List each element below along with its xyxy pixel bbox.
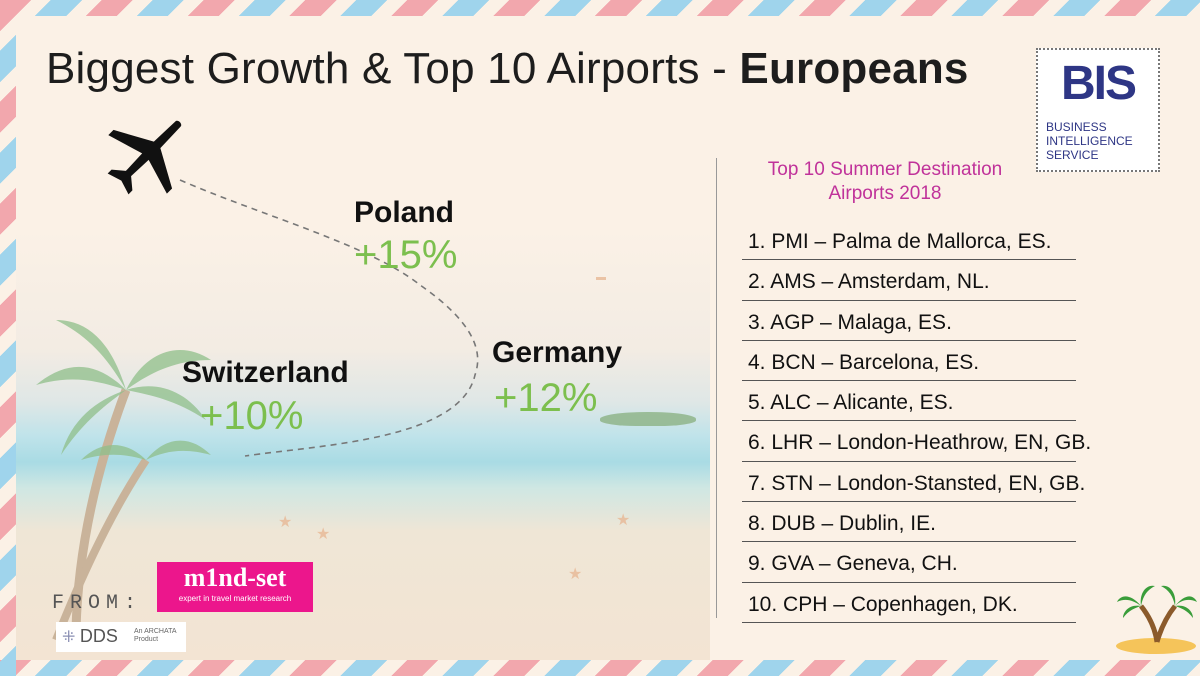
list-item: 3. AGP – Malaga, ES. [742,301,1076,341]
list-title-line1: Top 10 Summer Destination [767,159,1003,180]
flight-route-line [179,179,479,457]
dds-name: DDS [79,626,118,646]
country-growth: +12% [494,376,598,420]
airmail-border-top [0,0,1200,16]
dds-subtitle: An ARCHATA Product [134,628,177,643]
dds-logo: ⁜ DDS An ARCHATA Product [56,622,186,652]
starfish-icon: ★ [278,514,293,531]
title-main: Biggest Growth & Top 10 Airports - [46,44,740,93]
bis-logo-text: BUSINESS INTELLIGENCE SERVICE [1046,120,1133,162]
from-label: FROM: [52,592,143,615]
beach-background [16,230,710,660]
list-item: 6. LHR – London-Heathrow, EN, GB. [742,421,1091,462]
list-item: 7. STN – London-Stansted, EN, GB. [742,462,1085,503]
palm-island-icon [1116,585,1197,654]
mindset-name: m1nd-set [183,563,287,592]
airport-rank-list: 1. PMI – Palma de Mallorca, ES. 2. AMS –… [742,220,1091,623]
page-title: Biggest Growth & Top 10 Airports - Europ… [46,44,969,94]
starfish-icon: ★ [616,512,631,529]
airmail-border-bottom [0,660,1200,676]
title-bold: Europeans [739,44,969,93]
bis-line3: SERVICE [1046,148,1099,162]
list-item: 2. AMS – Amsterdam, NL. [742,260,1076,301]
dds-grid-icon: ⁜ [62,629,76,646]
list-item: 1. PMI – Palma de Mallorca, ES. [742,220,1076,261]
bis-logo-mark: BIS [1060,57,1137,110]
list-item: 10. CPH – Copenhagen, DK. [742,583,1076,623]
list-item: 5. ALC – Alicante, ES. [742,381,1076,422]
country-growth: +10% [200,394,304,438]
country-name: Germany [492,336,623,369]
list-item: 8. DUB – Dublin, IE. [742,502,1076,543]
starfish-icon: ▬ [596,272,606,283]
list-item: 4. BCN – Barcelona, ES. [742,341,1076,382]
airmail-border-left [0,0,16,676]
distant-island [600,412,696,426]
mindset-logo: m1nd-set expert in travel market researc… [157,562,313,612]
mindset-tagline: expert in travel market research [178,594,292,603]
country-name: Poland [354,196,455,229]
list-item: 9. GVA – Geneva, CH. [742,542,1076,583]
bis-line1: BUSINESS [1046,120,1107,134]
starfish-icon: ★ [568,566,583,583]
bis-logo: BIS BUSINESS INTELLIGENCE SERVICE [1036,48,1160,172]
bis-line2: INTELLIGENCE [1046,134,1133,148]
list-title-line2: Airports 2018 [828,183,942,204]
airplane-icon [107,120,182,195]
vertical-divider [716,158,717,618]
country-name: Switzerland [182,356,349,389]
starfish-icon: ★ [316,526,331,543]
country-growth: +15% [354,233,458,277]
list-title: Top 10 Summer Destination Airports 2018 [740,158,1030,206]
palm-trees-illustration [36,320,211,642]
